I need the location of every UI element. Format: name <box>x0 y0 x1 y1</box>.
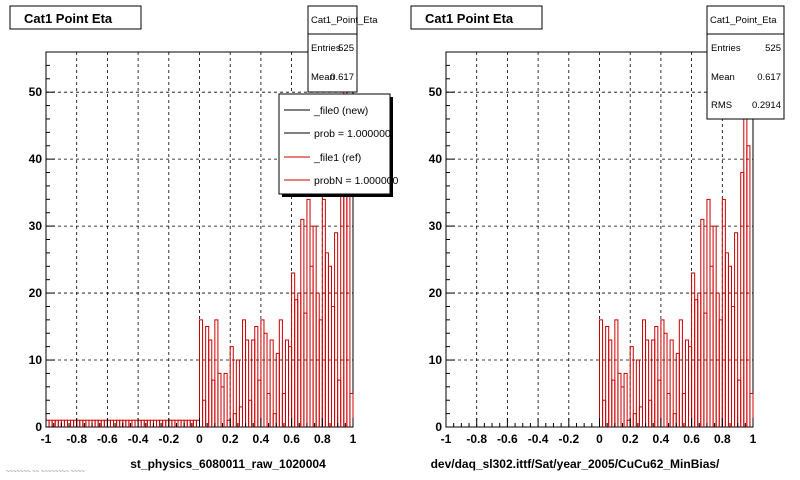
right-ytick-label-4: 40 <box>429 152 443 166</box>
right-bin-0-21 <box>663 332 668 427</box>
right-stats-rms: 0.2914 <box>752 100 781 111</box>
right-stats-mean-label: Mean <box>711 72 735 83</box>
left-bin-0-76 <box>278 319 283 427</box>
right-ytick-label-3: 30 <box>429 219 443 233</box>
left-bin-0-50 <box>199 319 204 427</box>
legend-file0: _file0 (new) <box>313 105 368 117</box>
right-stats-name: Cat1_Point_Eta <box>710 15 777 26</box>
left-legend: _file0 (new) prob = 1.000000 _file1 (ref… <box>278 93 399 197</box>
right-bin-0-0 <box>599 319 604 427</box>
right-bin-0-23 <box>669 339 674 427</box>
right-xtick-label-10: 1 <box>750 432 757 446</box>
right-bin-0-49 <box>749 393 754 427</box>
left-stats-mean-label: Mean <box>311 72 335 83</box>
left-bin-0-62 <box>235 359 240 427</box>
right-x-axis-label: dev/daq_sl302.ittf/Sat/year_2005/CuCu62_… <box>431 457 720 471</box>
left-stats-entries-label: Entries <box>311 43 341 54</box>
right-histogram-panel: Cat1 Point Eta -1 -0.8 -0.6 -0.4 -0.2 0 0.2 0.4… <box>410 5 785 471</box>
right-xtick-label-7: 0.4 <box>653 432 670 446</box>
left-bin-0-60 <box>229 346 234 427</box>
right-stats-mean: 0.617 <box>757 72 781 83</box>
left-bin-0-68 <box>254 326 259 427</box>
right-bin-0-26 <box>678 319 683 427</box>
left-xtick-label-5: 0 <box>196 432 203 446</box>
right-stats-entries-label: Entries <box>711 43 741 54</box>
left-bin-0-71 <box>263 332 268 427</box>
right-xtick-label-4: -0.2 <box>558 432 579 446</box>
legend-file1: _file1 (ref) <box>313 152 361 164</box>
left-xtick-label-2: -0.6 <box>97 432 118 446</box>
left-xtick-label-10: 1 <box>350 432 357 446</box>
right-ytick-label-1: 10 <box>429 353 443 367</box>
right-title-box <box>410 5 543 30</box>
left-xtick-label-0: -1 <box>41 432 52 446</box>
left-histogram-panel: Cat1 Point Eta -1 -0.8 -0.6 -0.4 -0.2 0 0.2 0.4… <box>9 5 399 471</box>
right-bin-0-8 <box>623 372 628 427</box>
left-bin-0-65 <box>245 339 250 427</box>
left-x-axis-label: st_physics_6080011_raw_1020004 <box>130 457 326 471</box>
left-ytick-label-5: 50 <box>29 85 43 99</box>
right-stats-box: Cat1_Point_Eta Entries 525 Mean 0.617 RM… <box>706 5 785 120</box>
right-bin-0-15 <box>645 339 650 427</box>
legend-prob: prob = 1.000000 <box>314 128 391 140</box>
right-xtick-label-5: 0 <box>596 432 603 446</box>
right-xtick-label-8: 0.6 <box>683 432 700 446</box>
left-bin-0-73 <box>269 339 274 427</box>
right-bin-0-10 <box>629 346 634 427</box>
right-plot-area: -1 -0.8 -0.6 -0.4 -0.2 0 0.2 0.4 0.6 0.8 101020304… <box>429 51 757 446</box>
left-stats-name: Cat1_Point_Eta <box>311 15 378 26</box>
right-bin-0-12 <box>635 359 640 427</box>
right-ytick-label-5: 50 <box>429 85 443 99</box>
left-title: Cat1 Point Eta <box>24 11 113 26</box>
right-xtick-label-1: -0.8 <box>466 432 487 446</box>
left-ytick-label-3: 30 <box>29 219 43 233</box>
left-xtick-label-6: 0.2 <box>222 432 239 446</box>
left-ytick-label-4: 40 <box>29 152 43 166</box>
right-bin-0-18 <box>654 326 659 427</box>
left-ytick-label-2: 20 <box>29 286 43 300</box>
left-xtick-label-9: 0.8 <box>314 432 331 446</box>
right-bin-0-48 <box>746 145 751 427</box>
left-xtick-label-1: -0.8 <box>66 432 87 446</box>
left-stats-box: Cat1_Point_Eta Entries 525 Mean 0.617 <box>307 5 378 93</box>
right-xtick-label-0: -1 <box>441 432 452 446</box>
right-xtick-label-2: -0.6 <box>497 432 518 446</box>
legend-probn: probN = 1.000000 <box>314 175 399 187</box>
left-title-box <box>9 5 142 30</box>
left-xtick-label-8: 0.6 <box>283 432 300 446</box>
right-ytick-label-2: 20 <box>429 286 443 300</box>
left-bin-0-94 <box>334 232 339 427</box>
right-stats-rms-label: RMS <box>711 100 732 111</box>
left-stats-mean: 0.617 <box>330 72 354 83</box>
right-title: Cat1 Point Eta <box>425 11 514 26</box>
left-ytick-label-1: 10 <box>29 353 43 367</box>
right-xtick-label-3: -0.4 <box>528 432 549 446</box>
left-bin-0-99 <box>349 393 354 427</box>
left-stats-entries: 525 <box>338 43 354 54</box>
left-xtick-label-7: 0.4 <box>253 432 270 446</box>
left-xtick-label-4: -0.2 <box>158 432 179 446</box>
right-ytick-label-0: 0 <box>435 420 442 434</box>
right-xtick-label-9: 0.8 <box>714 432 731 446</box>
left-bin-0-58 <box>223 372 228 427</box>
left-xtick-label-3: -0.4 <box>128 432 149 446</box>
left-ytick-label-0: 0 <box>35 420 42 434</box>
right-xtick-label-6: 0.2 <box>622 432 639 446</box>
right-stats-entries: 525 <box>765 43 781 54</box>
right-bin-0-44 <box>734 232 739 427</box>
footer-faint-text: ~~~~~~~ ~~ ~~~~~~~~ ~~~~ <box>6 469 85 475</box>
